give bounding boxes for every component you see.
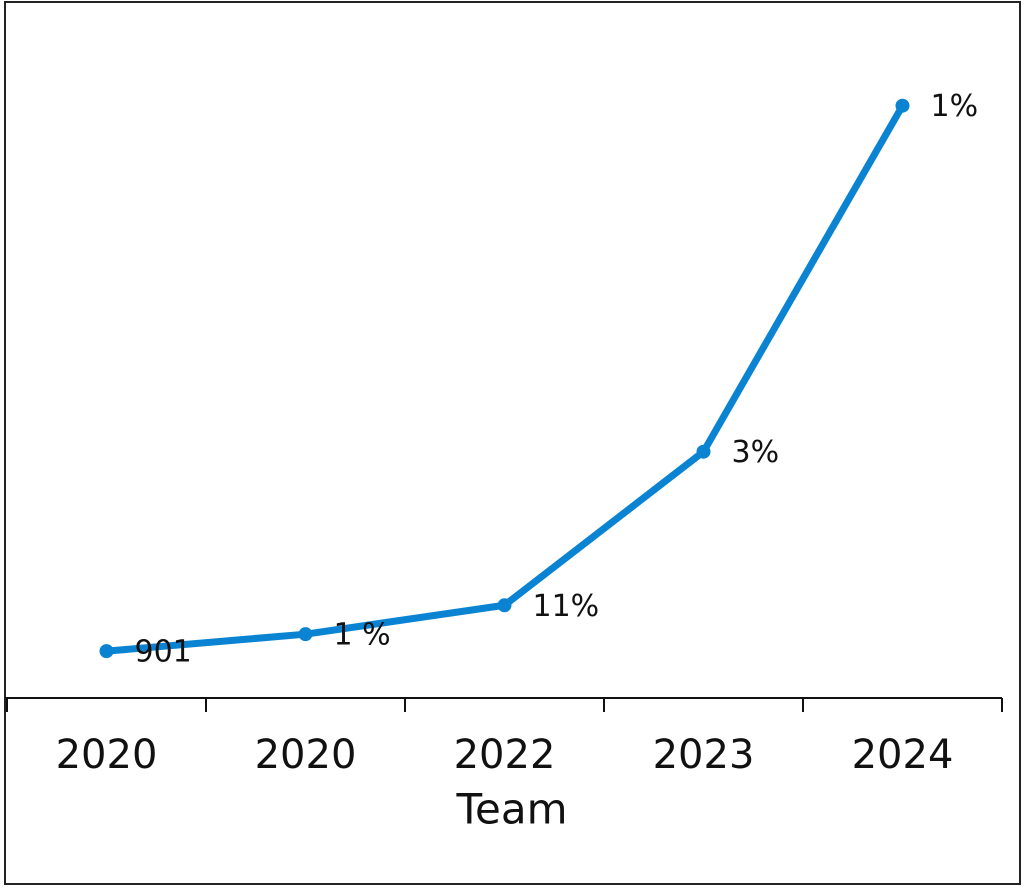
x-tick-label: 2023 <box>653 732 755 778</box>
point-label: 1% <box>931 89 979 124</box>
x-axis-label: Team <box>455 785 567 834</box>
line <box>106 103 906 655</box>
point-label: 11% <box>533 589 600 624</box>
x-tick-label: 2024 <box>852 732 954 778</box>
point-label: 901 <box>135 635 192 670</box>
x-tick-label: 2020 <box>56 732 158 778</box>
point <box>298 627 313 642</box>
point <box>696 444 711 459</box>
point <box>895 98 910 113</box>
x-tick-label: 2020 <box>255 732 357 778</box>
point-label: 3% <box>732 435 780 470</box>
point-label: 1 % <box>334 618 391 653</box>
point <box>99 644 114 659</box>
x-tick-label: 2022 <box>454 732 556 778</box>
frame <box>4 1 1021 885</box>
point <box>497 598 512 613</box>
